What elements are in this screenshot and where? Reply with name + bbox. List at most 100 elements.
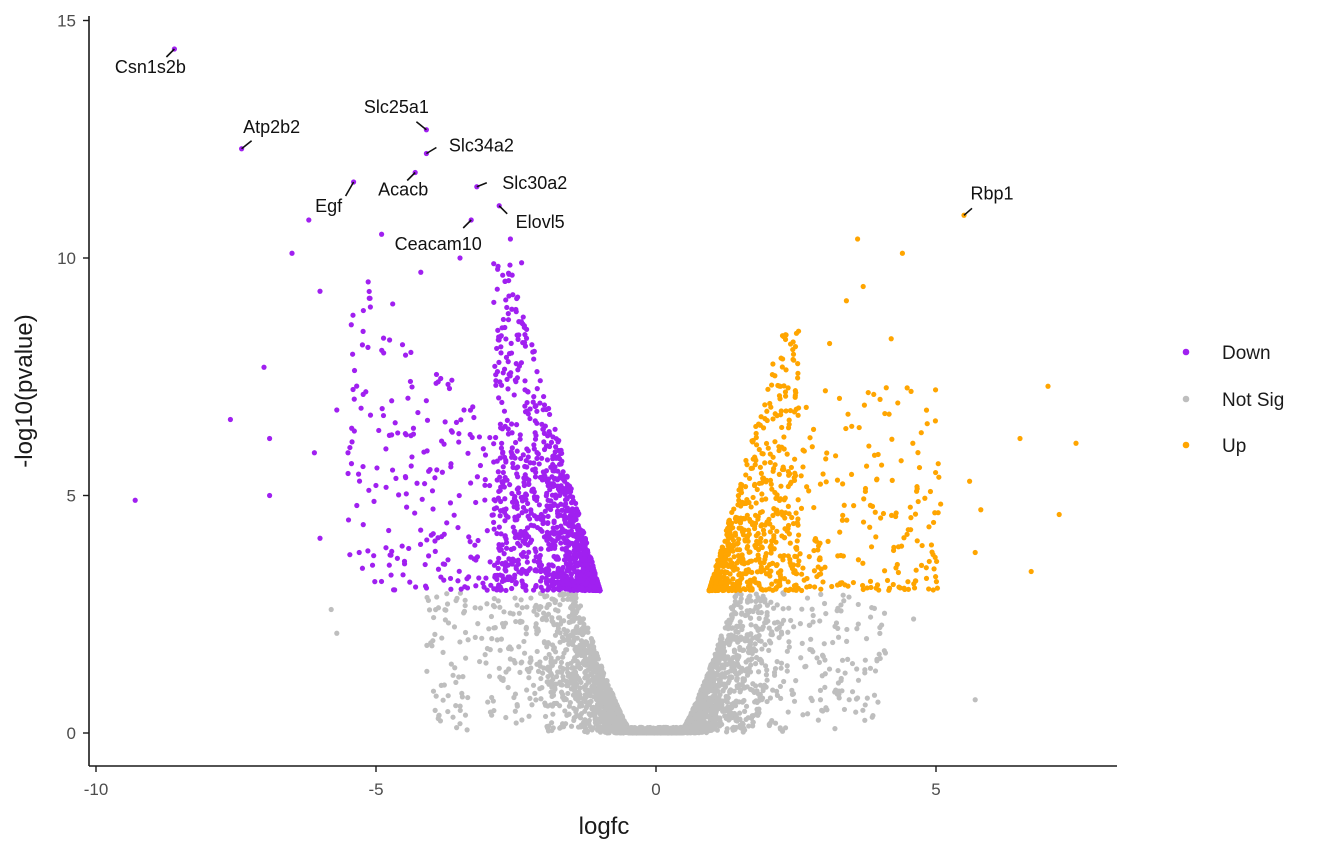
point-not-sig [766, 638, 773, 644]
point-not-sig [581, 684, 587, 690]
point-not-sig [747, 657, 753, 663]
point-down [491, 526, 497, 532]
point-not-sig [860, 707, 866, 713]
point-not-sig [729, 625, 736, 631]
point-not-sig [592, 669, 598, 675]
point-down [545, 513, 551, 520]
point-not-sig [752, 641, 758, 647]
point-down [524, 399, 530, 406]
point-not-sig [557, 725, 563, 731]
point-not-sig [582, 708, 588, 714]
point-not-sig [784, 663, 790, 669]
point-not-sig [578, 649, 584, 655]
point-not-sig [462, 712, 469, 718]
point-not-sig [512, 660, 518, 666]
point-not-sig [535, 628, 541, 634]
point-down [531, 356, 537, 362]
point-down [545, 520, 551, 526]
point-not-sig [429, 643, 435, 649]
point-not-sig [561, 618, 567, 624]
point-not-sig [514, 602, 520, 608]
point-not-sig [862, 670, 868, 676]
point-not-sig [863, 636, 870, 642]
point-not-sig [784, 668, 790, 674]
point-not-sig [590, 656, 596, 662]
point-not-sig [757, 603, 763, 609]
point-not-sig [786, 644, 792, 650]
point-not-sig [724, 619, 730, 626]
point-not-sig [839, 657, 846, 663]
point-not-sig [606, 707, 612, 713]
point-not-sig [549, 596, 555, 602]
point-not-sig [521, 650, 528, 656]
point-down [524, 525, 531, 531]
point-not-sig [734, 718, 740, 724]
point-down [512, 534, 518, 541]
point-not-sig [541, 639, 547, 645]
point-not-sig [517, 669, 523, 675]
point-down [534, 408, 540, 414]
point-not-sig [684, 728, 691, 734]
point-down [512, 439, 519, 446]
point-not-sig [699, 728, 705, 734]
point-down [524, 559, 530, 565]
point-not-sig [766, 625, 772, 631]
point-down [559, 546, 565, 552]
point-not-sig [585, 674, 591, 680]
point-not-sig [763, 672, 770, 678]
point-down [526, 549, 532, 555]
point-not-sig [741, 725, 747, 731]
point-not-sig [724, 699, 730, 705]
point-not-sig [557, 679, 563, 685]
point-not-sig [870, 712, 876, 719]
point-not-sig [501, 609, 507, 615]
point-down [534, 455, 540, 462]
point-not-sig [560, 596, 566, 603]
point-not-sig [752, 661, 759, 667]
point-down [541, 402, 548, 408]
point-down [500, 316, 506, 323]
point-down [514, 471, 520, 477]
point-down [532, 430, 538, 436]
point-not-sig [593, 695, 599, 701]
point-not-sig [457, 639, 463, 645]
point-not-sig [432, 631, 438, 637]
point-not-sig [479, 635, 485, 641]
point-down [553, 444, 559, 450]
point-not-sig [734, 677, 740, 683]
point-not-sig [433, 693, 439, 699]
point-not-sig [844, 626, 850, 633]
point-not-sig [841, 598, 847, 604]
point-not-sig [530, 682, 537, 688]
point-not-sig [586, 720, 592, 727]
point-not-sig [768, 599, 774, 605]
point-not-sig [820, 708, 826, 714]
point-not-sig [491, 596, 497, 602]
point-not-sig [709, 662, 715, 668]
point-not-sig [759, 660, 765, 666]
point-not-sig [462, 602, 468, 609]
point-not-sig [714, 722, 720, 728]
point-not-sig [716, 681, 722, 687]
point-not-sig [550, 725, 556, 731]
point-not-sig [769, 629, 775, 635]
point-not-sig [585, 629, 591, 635]
point-not-sig [495, 598, 501, 604]
point-not-sig [602, 686, 609, 692]
point-down [514, 448, 520, 454]
point-down [527, 406, 533, 412]
point-not-sig [550, 711, 556, 717]
point-not-sig [700, 683, 706, 689]
point-not-sig [605, 728, 611, 734]
point-not-sig [805, 711, 811, 717]
point-not-sig [700, 692, 706, 698]
point-not-sig [431, 614, 437, 621]
point-not-sig [571, 717, 577, 724]
point-down [525, 500, 531, 507]
point-not-sig [432, 707, 438, 713]
point-not-sig [595, 674, 602, 680]
point-not-sig [710, 657, 716, 663]
point-not-sig [445, 693, 451, 699]
point-not-sig [835, 625, 841, 631]
point-down [498, 531, 504, 537]
